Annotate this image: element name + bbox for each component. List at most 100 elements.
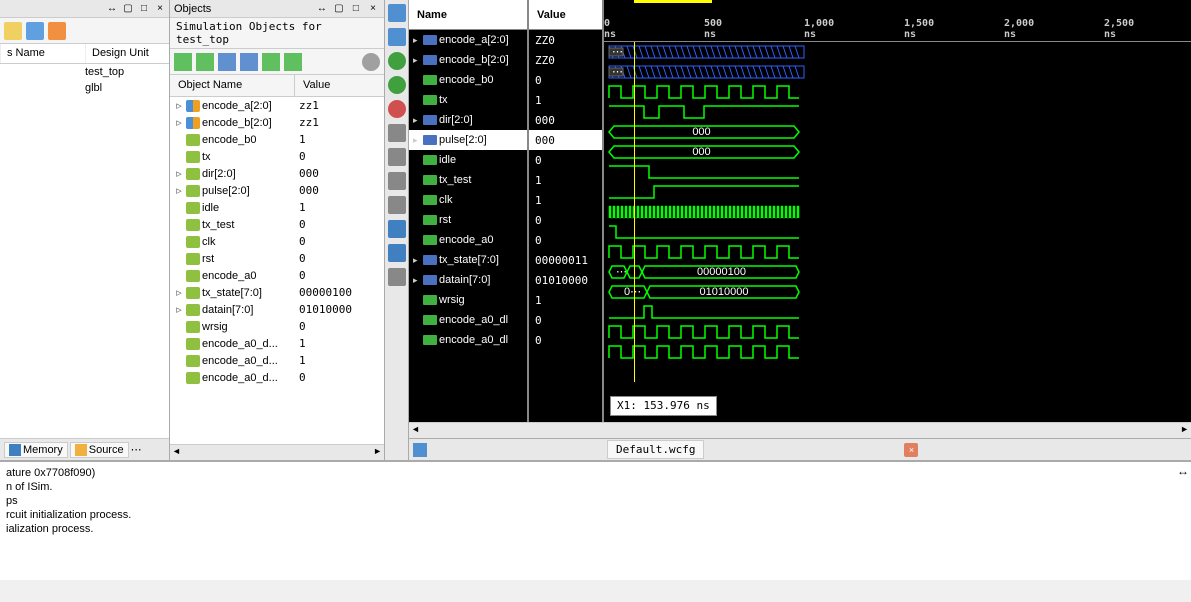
wave-row[interactable] xyxy=(604,182,1191,202)
object-row[interactable]: ▹pulse[2:0]000 xyxy=(170,182,384,199)
restore-icon[interactable]: ▢ xyxy=(121,2,135,16)
objects-titlebar: Objects ↔ ▢ □ × xyxy=(170,0,384,18)
wave-signal-name[interactable]: clk xyxy=(409,190,527,210)
wave-row[interactable] xyxy=(604,162,1191,182)
header-value[interactable]: Value xyxy=(295,75,338,96)
wave-signal-name[interactable]: encode_a0 xyxy=(409,230,527,250)
wave-row[interactable]: ⋯ xyxy=(604,62,1191,82)
wave-row[interactable]: ⋯00000100 xyxy=(604,262,1191,282)
object-row[interactable]: encode_a0_d...1 xyxy=(170,335,384,352)
resize-handle-icon[interactable]: ↔ xyxy=(1177,464,1189,478)
object-row[interactable]: tx0 xyxy=(170,148,384,165)
filter-icon[interactable] xyxy=(240,53,258,71)
instance-row[interactable]: glbl xyxy=(0,80,169,96)
wave-row[interactable] xyxy=(604,322,1191,342)
wave-signal-name[interactable]: ▸pulse[2:0] xyxy=(409,130,527,150)
close-icon[interactable]: × xyxy=(153,2,167,16)
filter-icon[interactable] xyxy=(196,53,214,71)
wave-signal-name[interactable]: tx_test xyxy=(409,170,527,190)
wave-signal-name[interactable]: encode_b0 xyxy=(409,70,527,90)
waveform-hscroll[interactable] xyxy=(409,422,1191,438)
wave-signal-name[interactable]: rst xyxy=(409,210,527,230)
maximize-icon[interactable]: □ xyxy=(349,2,363,16)
objects-headers: Object Name Value xyxy=(170,75,384,97)
toolbar-icon[interactable] xyxy=(4,22,22,40)
filter-icon[interactable] xyxy=(174,53,192,71)
wave-signal-name[interactable]: ▸dir[2:0] xyxy=(409,110,527,130)
group-icon[interactable] xyxy=(388,268,406,286)
instance-row[interactable]: test_top xyxy=(0,64,169,80)
marker-icon[interactable] xyxy=(388,172,406,190)
object-row[interactable]: ▹encode_b[2:0]zz1 xyxy=(170,114,384,131)
waveform-display[interactable]: 153.976 ns 0 ns500 ns1,000 ns1,500 ns2,0… xyxy=(604,0,1191,422)
wave-row[interactable] xyxy=(604,82,1191,102)
toolbar-icon[interactable] xyxy=(26,22,44,40)
object-row[interactable]: encode_a0_d...1 xyxy=(170,352,384,369)
maximize-icon[interactable]: □ xyxy=(137,2,151,16)
wave-row[interactable] xyxy=(604,202,1191,222)
header-object-name[interactable]: Object Name xyxy=(170,75,295,96)
filter-icon[interactable] xyxy=(218,53,236,71)
zoom-icon[interactable] xyxy=(388,28,406,46)
tab-memory[interactable]: Memory xyxy=(4,442,68,458)
wave-signal-name[interactable]: ▸datain[7:0] xyxy=(409,270,527,290)
object-row[interactable]: wrsig0 xyxy=(170,318,384,335)
wave-signal-name[interactable]: ▸encode_b[2:0] xyxy=(409,50,527,70)
wave-row[interactable] xyxy=(604,222,1191,242)
wave-row[interactable] xyxy=(604,242,1191,262)
object-row[interactable]: clk0 xyxy=(170,233,384,250)
more-icon[interactable]: ⋯ xyxy=(131,443,142,456)
group-icon[interactable] xyxy=(388,244,406,262)
close-tab-icon[interactable]: × xyxy=(904,443,918,457)
wave-row[interactable]: 0⋯01010000 xyxy=(604,282,1191,302)
group-icon[interactable] xyxy=(388,220,406,238)
object-row[interactable]: encode_b01 xyxy=(170,131,384,148)
wave-signal-name[interactable]: ▸tx_state[7:0] xyxy=(409,250,527,270)
nav-icon[interactable] xyxy=(388,76,406,94)
zoom-icon[interactable] xyxy=(388,4,406,22)
name-header[interactable]: Name xyxy=(409,0,527,30)
toolbar-icon[interactable] xyxy=(48,22,66,40)
objects-hscroll[interactable] xyxy=(170,444,384,460)
object-row[interactable]: idle1 xyxy=(170,199,384,216)
arrows-icon[interactable]: ↔ xyxy=(315,2,329,16)
marker-icon[interactable] xyxy=(388,148,406,166)
header-name[interactable]: s Name xyxy=(0,44,85,63)
object-row[interactable]: ▹dir[2:0]000 xyxy=(170,165,384,182)
object-row[interactable]: ▹datain[7:0]01010000 xyxy=(170,301,384,318)
object-row[interactable]: encode_a00 xyxy=(170,267,384,284)
filter-icon[interactable] xyxy=(284,53,302,71)
wave-row[interactable] xyxy=(604,302,1191,322)
wave-signal-name[interactable]: wrsig xyxy=(409,290,527,310)
object-row[interactable]: tx_test0 xyxy=(170,216,384,233)
wave-row[interactable]: ⋯ xyxy=(604,42,1191,62)
object-row[interactable]: ▹tx_state[7:0]00000100 xyxy=(170,284,384,301)
marker-icon[interactable] xyxy=(388,196,406,214)
wave-row[interactable] xyxy=(604,102,1191,122)
wave-signal-name[interactable]: idle xyxy=(409,150,527,170)
restore-icon[interactable]: ▢ xyxy=(332,2,346,16)
object-row[interactable]: ▹encode_a[2:0]zz1 xyxy=(170,97,384,114)
tab-source[interactable]: Source xyxy=(70,442,129,458)
wave-signal-name[interactable]: tx xyxy=(409,90,527,110)
object-row[interactable]: rst0 xyxy=(170,250,384,267)
wave-row[interactable]: 000 xyxy=(604,142,1191,162)
value-header[interactable]: Value xyxy=(529,0,602,30)
header-design[interactable]: Design Unit xyxy=(85,44,155,63)
object-row[interactable]: encode_a0_d...0 xyxy=(170,369,384,386)
nav-icon[interactable] xyxy=(388,52,406,70)
nav-icon[interactable] xyxy=(388,100,406,118)
wave-signal-name[interactable]: encode_a0_dl xyxy=(409,330,527,350)
arrows-icon[interactable]: ↔ xyxy=(105,2,119,16)
wave-row[interactable] xyxy=(604,342,1191,362)
waveform-filename-tab[interactable]: Default.wcfg xyxy=(607,440,704,459)
marker-icon[interactable] xyxy=(388,124,406,142)
close-icon[interactable]: × xyxy=(366,2,380,16)
wave-signal-name[interactable]: encode_a0_dl xyxy=(409,310,527,330)
wave-row[interactable]: 000 xyxy=(604,122,1191,142)
wave-signal-name[interactable]: ▸encode_a[2:0] xyxy=(409,30,527,50)
filter-icon[interactable] xyxy=(262,53,280,71)
cursor-line[interactable] xyxy=(634,42,635,382)
instances-headers: s Name Design Unit xyxy=(0,44,169,64)
search-icon[interactable] xyxy=(362,53,380,71)
